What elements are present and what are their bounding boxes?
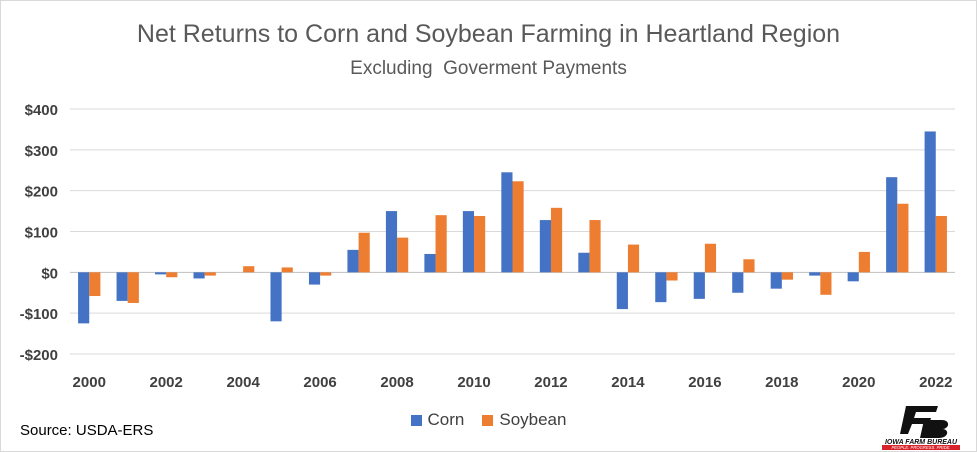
bar-soybean <box>858 251 870 273</box>
x-tick-label: 2000 <box>73 374 106 391</box>
chart-subtitle: Excluding Goverment Payments <box>350 58 627 79</box>
chart-title: Net Returns to Corn and Soybean Farming … <box>136 20 841 48</box>
bar-corn <box>578 252 590 273</box>
iowa-farm-bureau-logo: IOWA FARM BUREAU PEOPLE. PROGRESS. PRIDE… <box>882 406 960 450</box>
y-tick-label: $400 <box>25 102 58 119</box>
bar-soybean <box>550 207 563 273</box>
x-tick-label: 2006 <box>303 374 336 391</box>
bar-corn <box>308 272 321 285</box>
bar-soybean <box>435 215 447 273</box>
bar-soybean <box>627 244 640 273</box>
bar-corn <box>385 211 398 273</box>
legend-label-soybean: Soybean <box>499 410 567 429</box>
chart-plot: -$200 -$100 $0 $100 $200 $300 $400 2000 2002 2004… <box>20 102 955 391</box>
bar-corn <box>501 172 513 273</box>
bar-corn <box>693 272 705 299</box>
x-tick-label: 2012 <box>534 374 567 391</box>
x-tick-label: 2004 <box>226 374 260 391</box>
legend-swatch-corn <box>410 414 422 426</box>
bar-soybean <box>666 272 678 281</box>
bar-soybean <box>127 272 139 303</box>
svg-text:IOWA FARM BUREAU: IOWA FARM BUREAU <box>885 439 958 446</box>
x-tick-label: 2020 <box>842 374 875 391</box>
bar-corn <box>462 211 475 273</box>
y-tick-label: $200 <box>25 184 58 201</box>
y-tick-label: $300 <box>25 143 58 160</box>
x-tick-label: 2008 <box>380 374 413 391</box>
bar-soybean <box>820 272 832 295</box>
x-tick-label: 2016 <box>688 374 721 391</box>
bar-soybean <box>897 203 909 273</box>
bar-soybean <box>204 272 216 276</box>
legend-item-soybean: Soybean <box>482 410 566 430</box>
bar-soybean <box>743 259 755 273</box>
x-tick-label: 2010 <box>457 374 490 391</box>
bar-soybean <box>166 272 178 278</box>
x-tick-label: 2002 <box>150 374 183 391</box>
bar-corn <box>847 272 859 282</box>
bar-corn <box>347 249 359 273</box>
bar-corn <box>655 272 667 303</box>
bar-corn <box>924 131 936 273</box>
bar-soybean <box>512 181 524 273</box>
bar-soybean <box>935 215 947 273</box>
bar-soybean <box>281 267 293 273</box>
bar-corn <box>770 272 782 289</box>
source-note: Source: USDA-ERS <box>20 422 154 439</box>
legend-swatch-soybean <box>482 414 494 426</box>
bar-corn <box>809 272 821 276</box>
svg-text:PEOPLE. PROGRESS. PRIDE.: PEOPLE. PROGRESS. PRIDE. <box>891 445 950 450</box>
bar-corn <box>155 272 167 275</box>
bar-soybean <box>704 243 717 273</box>
bar-corn <box>116 272 128 301</box>
bar-soybean <box>589 220 601 273</box>
bar-corn <box>886 177 898 273</box>
bar-corn <box>732 272 744 293</box>
x-tick-label: 2022 <box>919 374 952 391</box>
x-tick-label: 2018 <box>765 374 798 391</box>
bar-corn <box>616 272 628 310</box>
bar-corn <box>193 272 205 279</box>
bar-corn <box>270 272 282 322</box>
bar-corn <box>539 220 551 273</box>
bar-soybean <box>320 272 332 276</box>
bar-soybean <box>358 232 370 273</box>
bar-corn <box>78 272 90 324</box>
bar-soybean <box>397 237 409 273</box>
y-tick-label: -$200 <box>20 347 58 364</box>
y-tick-label: $0 <box>41 265 58 282</box>
legend-item-corn: Corn <box>410 410 465 430</box>
y-tick-label: $100 <box>25 225 58 242</box>
legend-label-corn: Corn <box>427 410 465 429</box>
bar-soybean <box>474 215 486 273</box>
bar-corn <box>424 253 436 273</box>
y-tick-label: -$100 <box>20 306 58 323</box>
legend: Corn Soybean <box>0 410 977 430</box>
bar-soybean <box>89 272 101 297</box>
bar-soybean <box>781 272 794 280</box>
bar-soybean <box>243 266 255 273</box>
x-tick-label: 2014 <box>611 374 645 391</box>
